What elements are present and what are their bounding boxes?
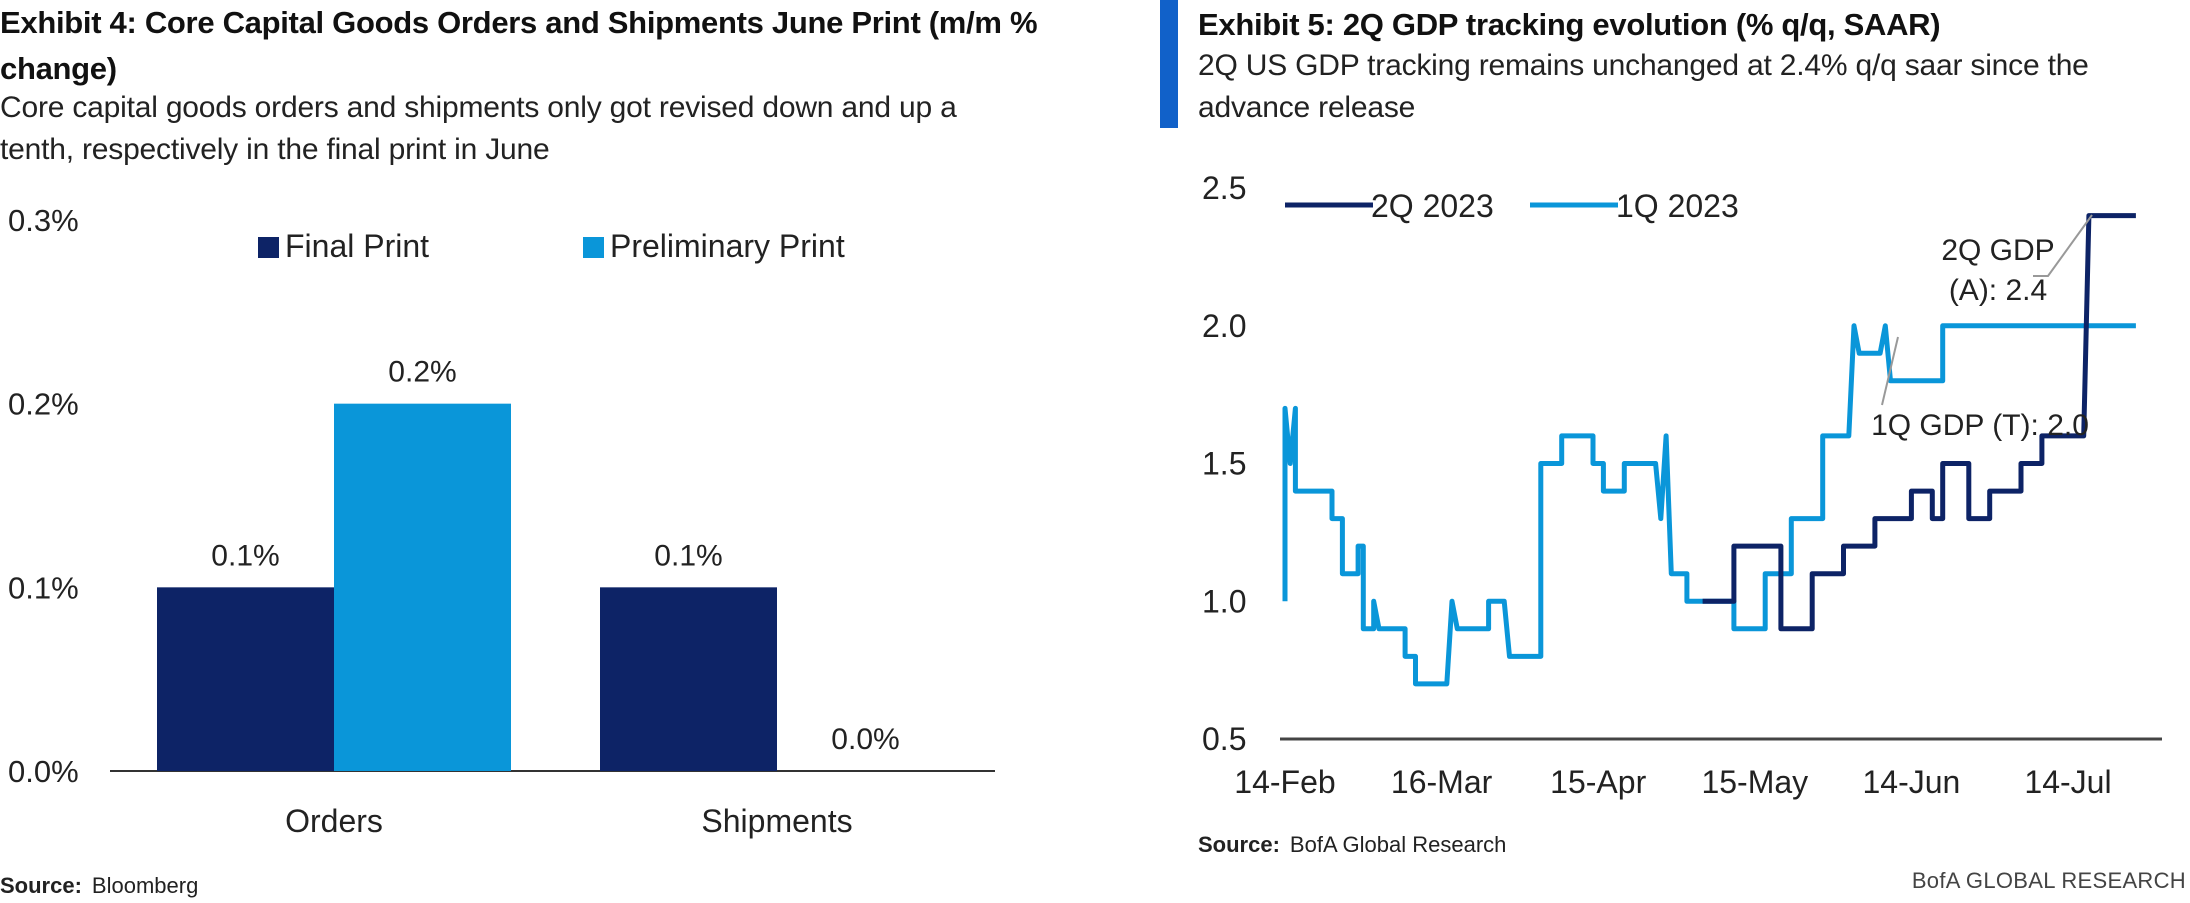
bar — [600, 587, 777, 771]
brand-watermark: BofA GLOBAL RESEARCH — [1911, 868, 2186, 893]
data-label: 0.1% — [211, 539, 279, 572]
data-label: 0.1% — [654, 539, 722, 572]
exhibit-4-source: Source: Bloomberg — [0, 873, 198, 899]
x-category-label: Orders — [285, 803, 383, 839]
annotation-2q-leader — [2033, 214, 2093, 277]
bar-chart: 0.0% 0.1% 0.2% 0.3% 0.1% 0.2% Orders 0.1% 0.0% Sh… — [8, 203, 995, 839]
data-label: 0.0% — [831, 723, 899, 756]
line-chart: 0.5 1.0 1.5 2.0 2.5 14-Feb 16-Mar 15-Apr 15-May 1… — [1202, 170, 2162, 800]
legend-swatch — [258, 237, 279, 258]
y-tick-label: 1.0 — [1202, 583, 1246, 619]
legend-swatch — [583, 237, 604, 258]
y-tick-label: 2.0 — [1202, 308, 1246, 344]
exhibit-5-title: Exhibit 5: 2Q GDP tracking evolution (% … — [1198, 7, 1941, 42]
source-label: Source: — [0, 873, 82, 898]
x-tick-label: 14-Jun — [1862, 764, 1960, 800]
y-tick-label: 0.0% — [8, 754, 79, 789]
annotation-1q-leader — [1881, 336, 1899, 406]
legend-label: 1Q 2023 — [1616, 188, 1739, 224]
legend-label: 2Q 2023 — [1371, 188, 1494, 224]
x-tick-label: 14-Feb — [1234, 764, 1335, 800]
y-tick-label: 2.5 — [1202, 170, 1246, 206]
accent-bar — [1160, 0, 1178, 128]
exhibit-4-subtitle: Core capital goods orders and shipments … — [0, 91, 957, 166]
annotation-2q-line2: (A): 2.4 — [1949, 274, 2047, 307]
bar — [157, 587, 334, 771]
source-text: Bloomberg — [91, 873, 199, 898]
y-tick-label: 0.3% — [8, 203, 79, 238]
y-tick-label: 1.5 — [1202, 446, 1246, 482]
legend-label: Final Print — [285, 228, 429, 264]
source-text: BofA Global Research — [1289, 832, 1507, 857]
exhibit-4-panel: Exhibit 4: Core Capital Goods Orders and… — [0, 5, 1038, 899]
y-tick-label: 0.1% — [8, 570, 79, 605]
x-tick-label: 14-Jul — [2024, 764, 2111, 800]
x-tick-label: 15-May — [1701, 764, 1808, 800]
exhibit-5-source: Source: BofA Global Research — [1198, 832, 1506, 858]
y-tick-label: 0.2% — [8, 387, 79, 422]
series-line-1q — [1282, 323, 2136, 687]
y-tick-label: 0.5 — [1202, 721, 1246, 757]
exhibit-5-panel: Exhibit 5: 2Q GDP tracking evolution (% … — [1160, 0, 2190, 903]
data-label: 0.2% — [388, 356, 456, 389]
x-tick-label: 16-Mar — [1391, 764, 1493, 800]
annotation-2q-line1: 2Q GDP — [1941, 234, 2054, 267]
annotation-1q: 1Q GDP (T): 2.0 — [1871, 409, 2089, 442]
exhibit-5-subtitle: 2Q US GDP tracking remains unchanged at … — [1198, 49, 2089, 124]
bar — [334, 403, 511, 771]
source-label: Source: — [1198, 832, 1280, 857]
exhibit-4-title: Exhibit 4: Core Capital Goods Orders and… — [0, 5, 1038, 86]
series-line-2q — [1702, 213, 2136, 632]
x-tick-label: 15-Apr — [1550, 764, 1646, 800]
x-category-label: Shipments — [701, 803, 852, 839]
legend-label: Preliminary Print — [610, 228, 845, 264]
